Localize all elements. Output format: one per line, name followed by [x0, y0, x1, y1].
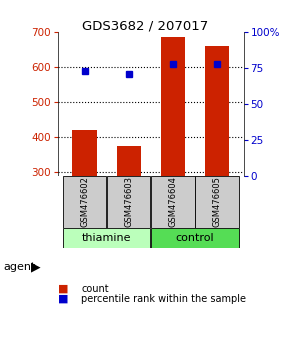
Text: percentile rank within the sample: percentile rank within the sample	[81, 294, 246, 304]
Text: ▶: ▶	[31, 261, 41, 274]
Bar	[205, 46, 229, 176]
Text: ■: ■	[58, 284, 68, 293]
Text: thiamine: thiamine	[82, 233, 131, 243]
Bar	[63, 176, 106, 228]
Bar	[72, 130, 97, 176]
Text: GDS3682 / 207017: GDS3682 / 207017	[82, 19, 208, 33]
Text: GSM476603: GSM476603	[124, 176, 133, 227]
Bar	[151, 228, 239, 248]
Text: ■: ■	[58, 294, 68, 304]
Bar	[117, 146, 141, 176]
Bar	[63, 228, 150, 248]
Text: GSM476602: GSM476602	[80, 176, 89, 227]
Bar	[161, 37, 185, 176]
Bar	[107, 176, 150, 228]
Bar	[195, 176, 239, 228]
Text: control: control	[176, 233, 214, 243]
Text: GSM476605: GSM476605	[213, 176, 222, 227]
Text: count: count	[81, 284, 109, 293]
Text: agent: agent	[3, 262, 35, 272]
Bar	[151, 176, 195, 228]
Text: GSM476604: GSM476604	[168, 176, 177, 227]
